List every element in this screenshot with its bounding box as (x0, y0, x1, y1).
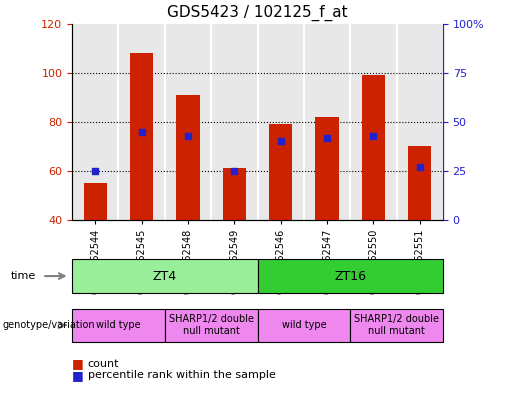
Bar (408, 146, 431, 220)
Point (369, 132, 377, 139)
Point (91, 168, 99, 174)
Text: ZT4: ZT4 (153, 270, 177, 283)
Text: genotype/variation: genotype/variation (3, 320, 95, 330)
Text: ■: ■ (72, 369, 84, 382)
Text: SHARP1/2 double
null mutant: SHARP1/2 double null mutant (168, 314, 254, 336)
Text: percentile rank within the sample: percentile rank within the sample (88, 370, 276, 380)
Text: time: time (10, 271, 36, 281)
Point (138, 129, 146, 135)
Text: count: count (88, 358, 119, 369)
Point (230, 168, 238, 174)
Text: wild type: wild type (96, 320, 141, 330)
Title: GDS5423 / 102125_f_at: GDS5423 / 102125_f_at (167, 5, 348, 21)
Bar (222, 169, 246, 220)
Point (184, 132, 192, 139)
Point (416, 164, 424, 170)
Bar (269, 124, 293, 220)
Point (277, 138, 285, 145)
Bar (315, 117, 338, 220)
Text: SHARP1/2 double
null mutant: SHARP1/2 double null mutant (354, 314, 439, 336)
Text: wild type: wild type (282, 320, 326, 330)
Bar (84, 183, 107, 220)
Bar (176, 95, 199, 220)
Bar (130, 53, 153, 220)
Text: ■: ■ (72, 357, 84, 370)
Point (323, 134, 331, 141)
Bar (362, 75, 385, 220)
Text: ZT16: ZT16 (334, 270, 366, 283)
